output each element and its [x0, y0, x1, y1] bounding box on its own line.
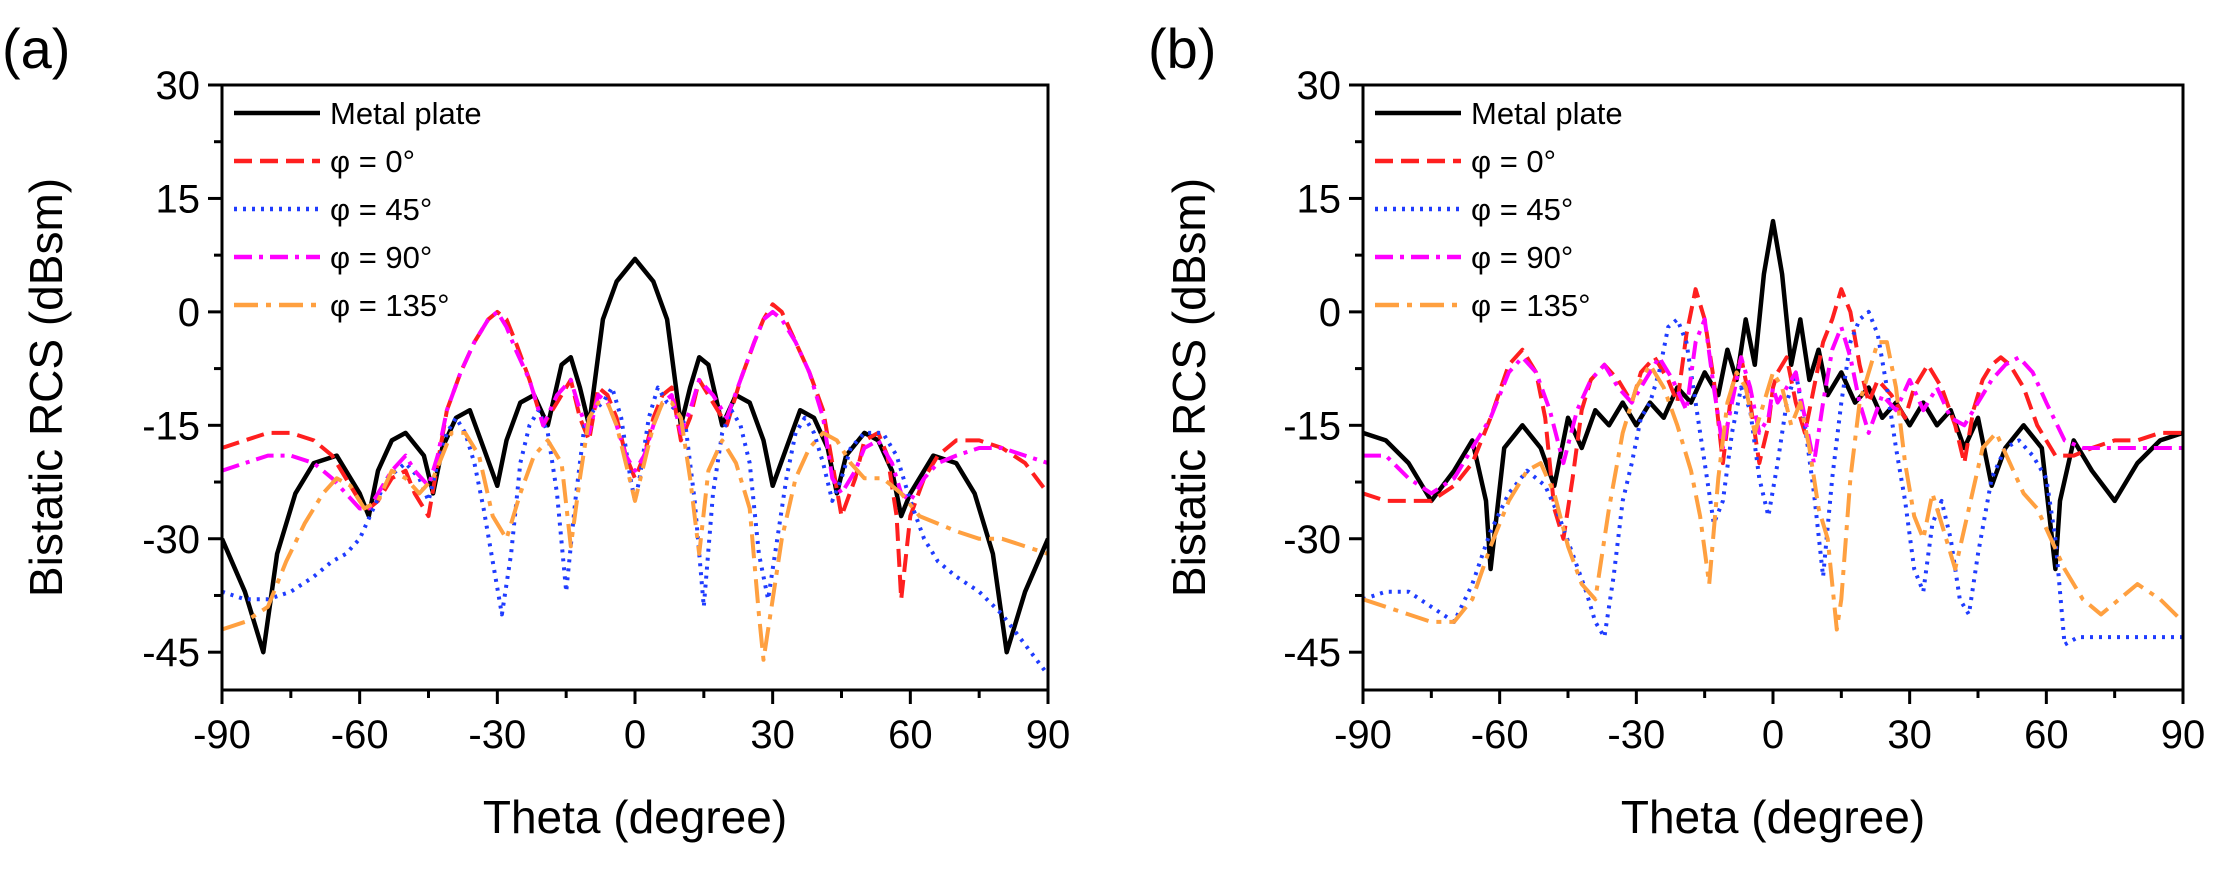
legend: Metal plate φ = 0° φ = 45° φ = 90° φ = 135°: [1375, 96, 1623, 323]
series-line-1: [1363, 287, 2183, 541]
x-axis-title: Theta (degree): [1621, 791, 1925, 843]
y-tick-label: 30: [1297, 64, 1342, 108]
series-line-3: [1363, 317, 2183, 496]
x-tick-label: 90: [2161, 713, 2206, 757]
y-tick-label: 0: [1319, 291, 1341, 335]
x-tick-label: 0: [1762, 713, 1784, 757]
legend-label-0: Metal plate: [330, 96, 482, 131]
legend-label-1: φ = 0°: [1471, 144, 1556, 179]
x-tick-label: 60: [2024, 713, 2069, 757]
x-tick-label: 30: [750, 713, 795, 757]
x-tick-label: 60: [888, 713, 933, 757]
x-tick-label: -30: [1607, 713, 1665, 757]
x-tick-label: -30: [468, 713, 526, 757]
x-tick-label: -60: [331, 713, 389, 757]
panel-label: (a): [2, 17, 70, 80]
x-tick-label: -90: [193, 713, 251, 757]
y-tick-label: -15: [1283, 404, 1341, 448]
series-line-2: [1363, 309, 2183, 647]
y-tick-label: 15: [156, 177, 201, 221]
legend-label-0: Metal plate: [1471, 96, 1623, 131]
legend-label-4: φ = 135°: [330, 288, 450, 323]
legend-label-3: φ = 90°: [1471, 240, 1573, 275]
x-tick-label: 30: [1887, 713, 1932, 757]
y-axis-title: Bistatic RCS (dBsm): [20, 178, 72, 597]
series-line-4: [1363, 340, 2183, 632]
y-tick-label: 30: [156, 64, 201, 108]
chart-panel-b: (b) -90 -60 -30 0 30 60 90 -45 -30 -15 0 15 30 Theta (…: [1148, 17, 2205, 843]
y-tick-label: -30: [142, 518, 200, 562]
series-group: [222, 256, 1048, 677]
y-tick-label: -45: [142, 631, 200, 675]
y-axis-title: Bistatic RCS (dBsm): [1163, 178, 1215, 597]
series-line-0: [1363, 218, 2183, 572]
series-group: [1363, 218, 2183, 647]
legend-label-4: φ = 135°: [1471, 288, 1591, 323]
y-tick-label: -30: [1283, 518, 1341, 562]
legend-label-1: φ = 0°: [330, 144, 415, 179]
legend: Metal plate φ = 0° φ = 45° φ = 90° φ = 135°: [234, 96, 482, 323]
series-line-2: [222, 385, 1048, 677]
y-tick-label: -15: [142, 404, 200, 448]
x-axis-title: Theta (degree): [483, 791, 787, 843]
x-tick-label: 0: [624, 713, 646, 757]
chart-panel-a: (a) -90 -60 -30 0 30 60 90 -45 -30 -15 0 15 30 Theta (…: [2, 17, 1070, 843]
x-tick-label: -60: [1471, 713, 1529, 757]
panel-label: (b): [1148, 17, 1216, 80]
legend-label-3: φ = 90°: [330, 240, 432, 275]
legend-label-2: φ = 45°: [330, 192, 432, 227]
series-line-0: [222, 256, 1048, 655]
y-tick-label: -45: [1283, 631, 1341, 675]
series-line-4: [222, 400, 1048, 662]
x-tick-label: 90: [1026, 713, 1071, 757]
legend-label-2: φ = 45°: [1471, 192, 1573, 227]
y-tick-label: 15: [1297, 177, 1342, 221]
x-tick-label: -90: [1334, 713, 1392, 757]
y-tick-label: 0: [178, 291, 200, 335]
series-line-3: [222, 309, 1048, 511]
